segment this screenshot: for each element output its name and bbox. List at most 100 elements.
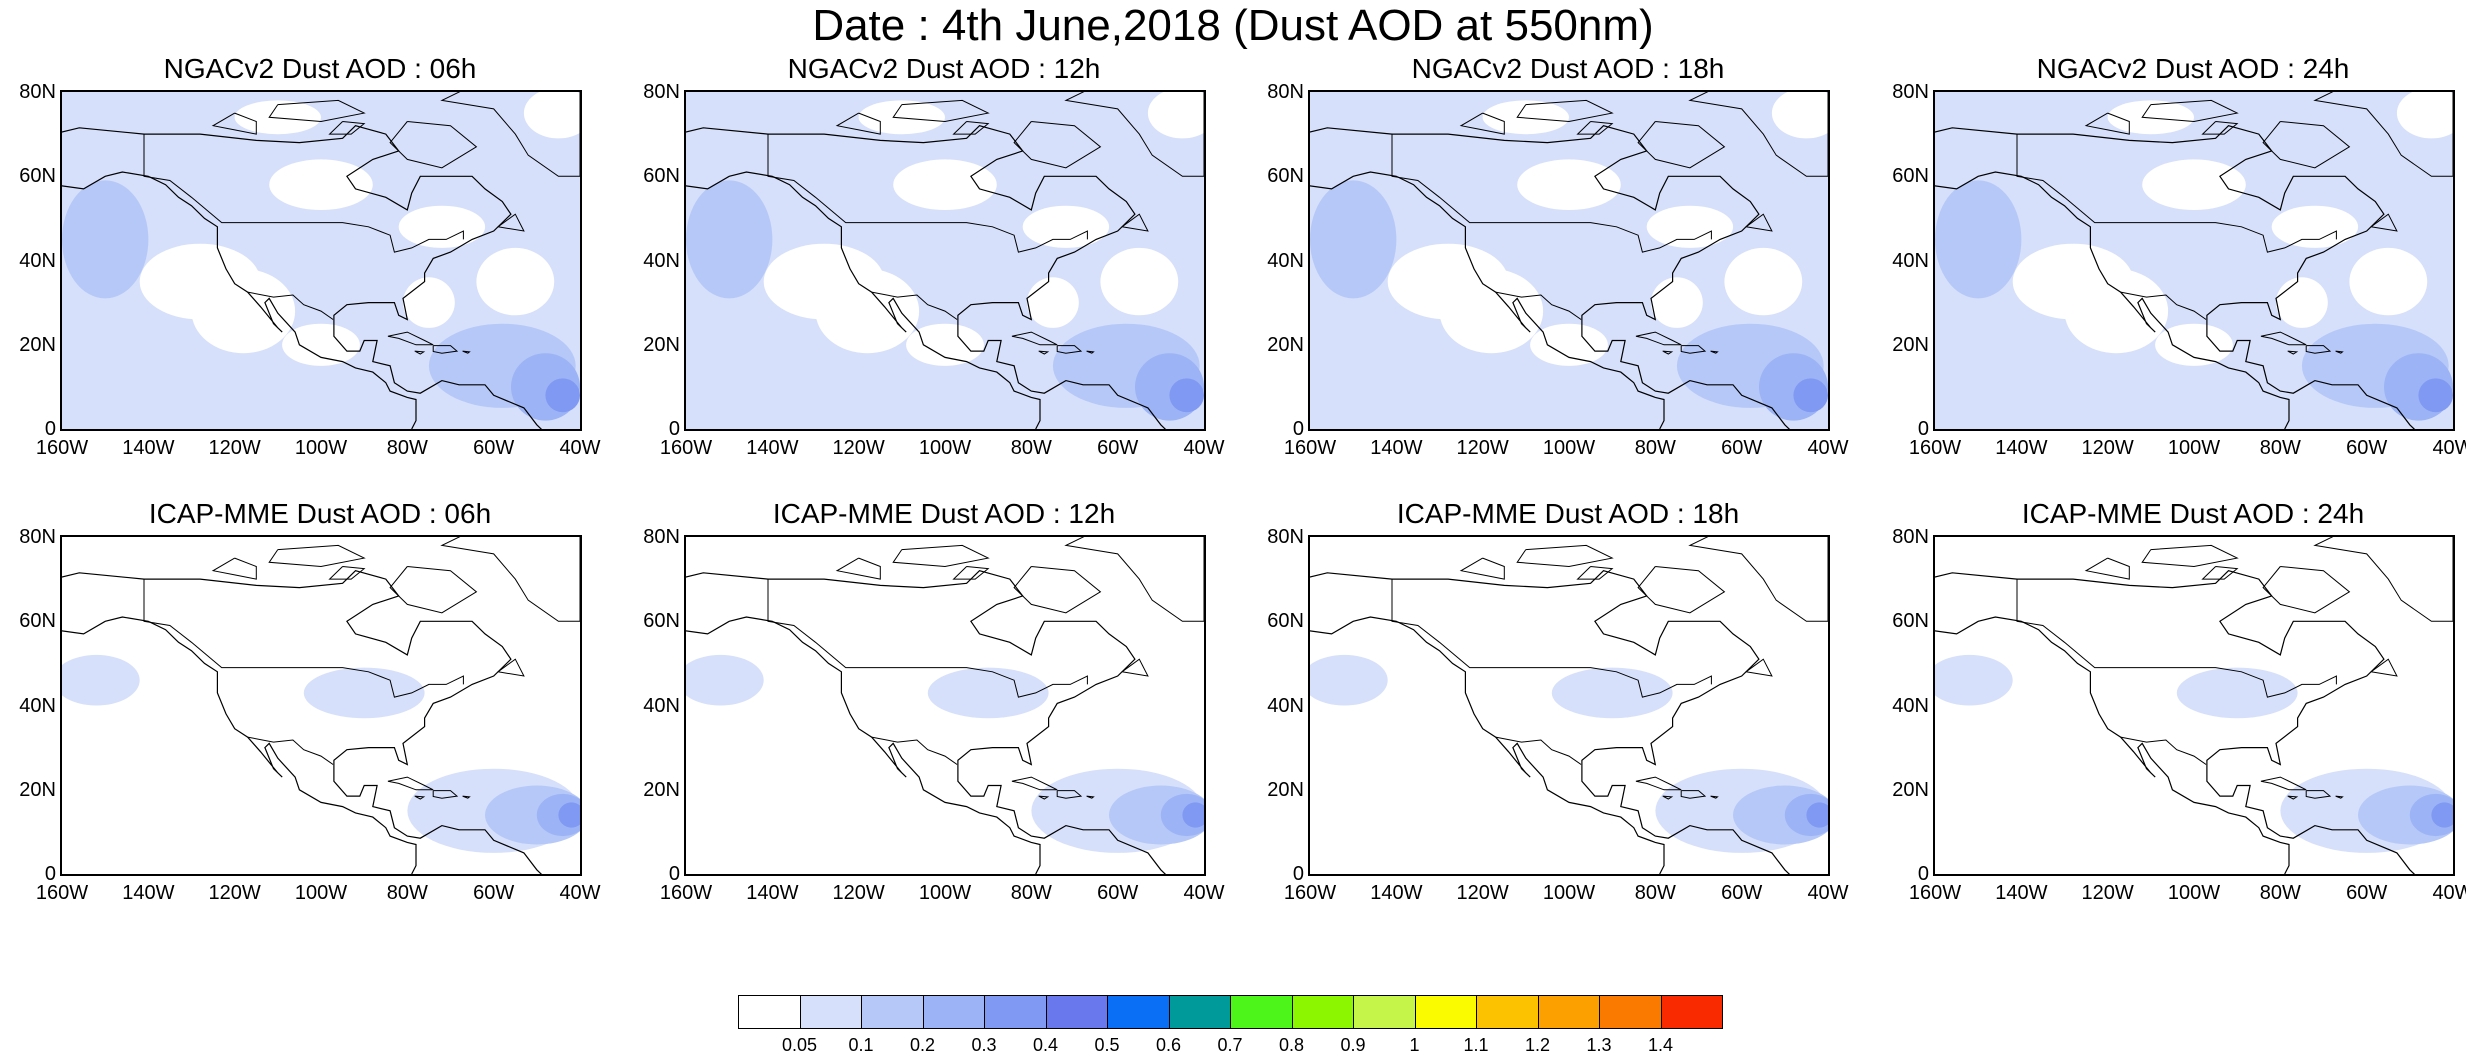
colorbar-label: 0.3 <box>971 1035 997 1055</box>
colorbar-label: 0.5 <box>1094 1035 1120 1055</box>
panel-title: NGACv2 Dust AOD : 12h <box>787 53 1101 84</box>
colorbar-swatch <box>1537 995 1600 1029</box>
longitude-tick-label: 100W <box>918 437 972 459</box>
panel-title: ICAP-MME Dust AOD : 24h <box>2021 498 2365 529</box>
latitude-tick-label: 80N <box>1267 81 1304 103</box>
longitude-tick-label: 80W <box>386 437 428 459</box>
colorbar-swatch <box>1168 995 1231 1029</box>
colorbar-swatch <box>922 995 985 1029</box>
map-panel: ICAP-MME Dust AOD : 24h <box>1933 498 2455 876</box>
latitude-tick-label: 60N <box>19 610 56 633</box>
latitude-tick-label: 0 <box>1292 418 1304 440</box>
dust-aod-map <box>60 90 582 431</box>
colorbar-swatch <box>861 995 924 1029</box>
panel-title: ICAP-MME Dust AOD : 12h <box>772 498 1116 529</box>
dust-aod-map <box>1308 90 1830 431</box>
longitude-tick-label: 120W <box>208 437 261 459</box>
longitude-tick-label: 100W <box>294 882 348 904</box>
latitude-tick-label: 40N <box>1267 694 1304 717</box>
longitude-tick-label: 100W <box>1542 882 1596 904</box>
longitude-tick-label: 140W <box>122 437 175 459</box>
latitude-tick-label: 20N <box>643 333 680 356</box>
longitude-tick-label: 100W <box>2167 437 2221 459</box>
colorbar-label: 0.7 <box>1217 1035 1243 1055</box>
latitude-tick-label: 40N <box>1892 694 1929 717</box>
longitude-tick-label: 40W <box>2432 437 2466 459</box>
latitude-tick-label: 40N <box>19 249 56 272</box>
latitude-tick-label: 0 <box>668 863 680 885</box>
colorbar-label: 0.9 <box>1340 1035 1366 1055</box>
longitude-tick-label: 120W <box>1456 882 1509 904</box>
longitude-tick-label: 160W <box>1283 882 1337 904</box>
longitude-tick-label: 60W <box>2346 882 2388 904</box>
latitude-tick-label: 60N <box>643 165 680 188</box>
longitude-tick-label: 160W <box>1908 882 1962 904</box>
colorbar-label: 0.8 <box>1278 1035 1305 1055</box>
colorbar-swatch <box>984 995 1047 1029</box>
latitude-tick-label: 60N <box>1267 610 1304 633</box>
latitude-tick-label: 0 <box>1292 863 1304 885</box>
panel-title: NGACv2 Dust AOD : 24h <box>2036 53 2350 84</box>
colorbar-label: 0.05 <box>781 1035 818 1055</box>
latitude-tick-label: 20N <box>1892 778 1929 801</box>
colorbar-swatch <box>799 995 862 1029</box>
longitude-tick-label: 60W <box>1721 437 1763 459</box>
map-panel: NGACv2 Dust AOD : 24h <box>1933 53 2455 431</box>
longitude-tick-label: 40W <box>1183 437 1225 459</box>
latitude-tick-label: 40N <box>1267 249 1304 272</box>
colorbar-label: 1.3 <box>1586 1035 1612 1055</box>
longitude-tick-label: 160W <box>35 882 89 904</box>
latitude-tick-label: 0 <box>44 863 56 885</box>
colorbar-swatch <box>738 995 801 1029</box>
map-panel: ICAP-MME Dust AOD : 06h <box>60 499 582 876</box>
longitude-tick-label: 60W <box>473 882 515 904</box>
longitude-tick-label: 80W <box>1010 437 1052 459</box>
longitude-tick-label: 140W <box>746 437 799 459</box>
longitude-tick-label: 160W <box>35 437 89 459</box>
latitude-tick-label: 40N <box>1892 249 1929 272</box>
colorbar-label: 0.1 <box>848 1035 874 1055</box>
longitude-tick-label: 120W <box>832 882 885 904</box>
panel-title: ICAP-MME Dust AOD : 18h <box>1396 498 1740 529</box>
colorbar-swatch <box>1230 995 1293 1029</box>
latitude-tick-label: 80N <box>643 526 680 548</box>
map-panel: NGACv2 Dust AOD : 06h <box>60 54 582 431</box>
longitude-tick-label: 40W <box>559 437 601 459</box>
panel-title: NGACv2 Dust AOD : 18h <box>1411 53 1725 84</box>
longitude-tick-label: 80W <box>386 882 428 904</box>
map-panel: NGACv2 Dust AOD : 18h <box>1308 53 1830 431</box>
colorbar-swatch <box>1045 995 1108 1029</box>
latitude-tick-label: 60N <box>1267 165 1304 188</box>
latitude-tick-label: 80N <box>19 81 56 103</box>
longitude-tick-label: 80W <box>2259 437 2301 459</box>
map-panel: ICAP-MME Dust AOD : 18h <box>1308 498 1830 876</box>
dust-aod-map <box>684 90 1206 431</box>
latitude-tick-label: 20N <box>19 778 56 801</box>
latitude-tick-label: 0 <box>1917 418 1929 440</box>
latitude-tick-label: 60N <box>643 610 680 633</box>
latitude-tick-label: 80N <box>1892 526 1929 548</box>
latitude-tick-label: 40N <box>643 249 680 272</box>
colorbar-label: 0.4 <box>1032 1035 1059 1055</box>
latitude-tick-label: 60N <box>1892 610 1929 633</box>
colorbar-label: 1.2 <box>1524 1035 1551 1055</box>
longitude-tick-label: 100W <box>1542 437 1596 459</box>
longitude-tick-label: 60W <box>1721 882 1763 904</box>
longitude-tick-label: 60W <box>2346 437 2388 459</box>
longitude-tick-label: 60W <box>1097 882 1139 904</box>
colorbar-swatch <box>1414 995 1477 1029</box>
longitude-tick-label: 120W <box>208 882 261 904</box>
longitude-tick-label: 40W <box>1183 882 1225 904</box>
longitude-tick-label: 160W <box>1908 437 1962 459</box>
colorbar-label: 1.4 <box>1647 1035 1674 1055</box>
colorbar-label: 0.2 <box>909 1035 936 1055</box>
longitude-tick-label: 160W <box>659 882 713 904</box>
latitude-tick-label: 0 <box>1917 863 1929 885</box>
dust-aod-map <box>684 535 1206 876</box>
dust-aod-map <box>1308 535 1830 876</box>
longitude-tick-label: 100W <box>2167 882 2221 904</box>
latitude-tick-label: 80N <box>19 526 56 548</box>
colorbar-swatch <box>1353 995 1416 1029</box>
longitude-tick-label: 160W <box>1283 437 1337 459</box>
latitude-tick-label: 80N <box>1892 81 1929 103</box>
